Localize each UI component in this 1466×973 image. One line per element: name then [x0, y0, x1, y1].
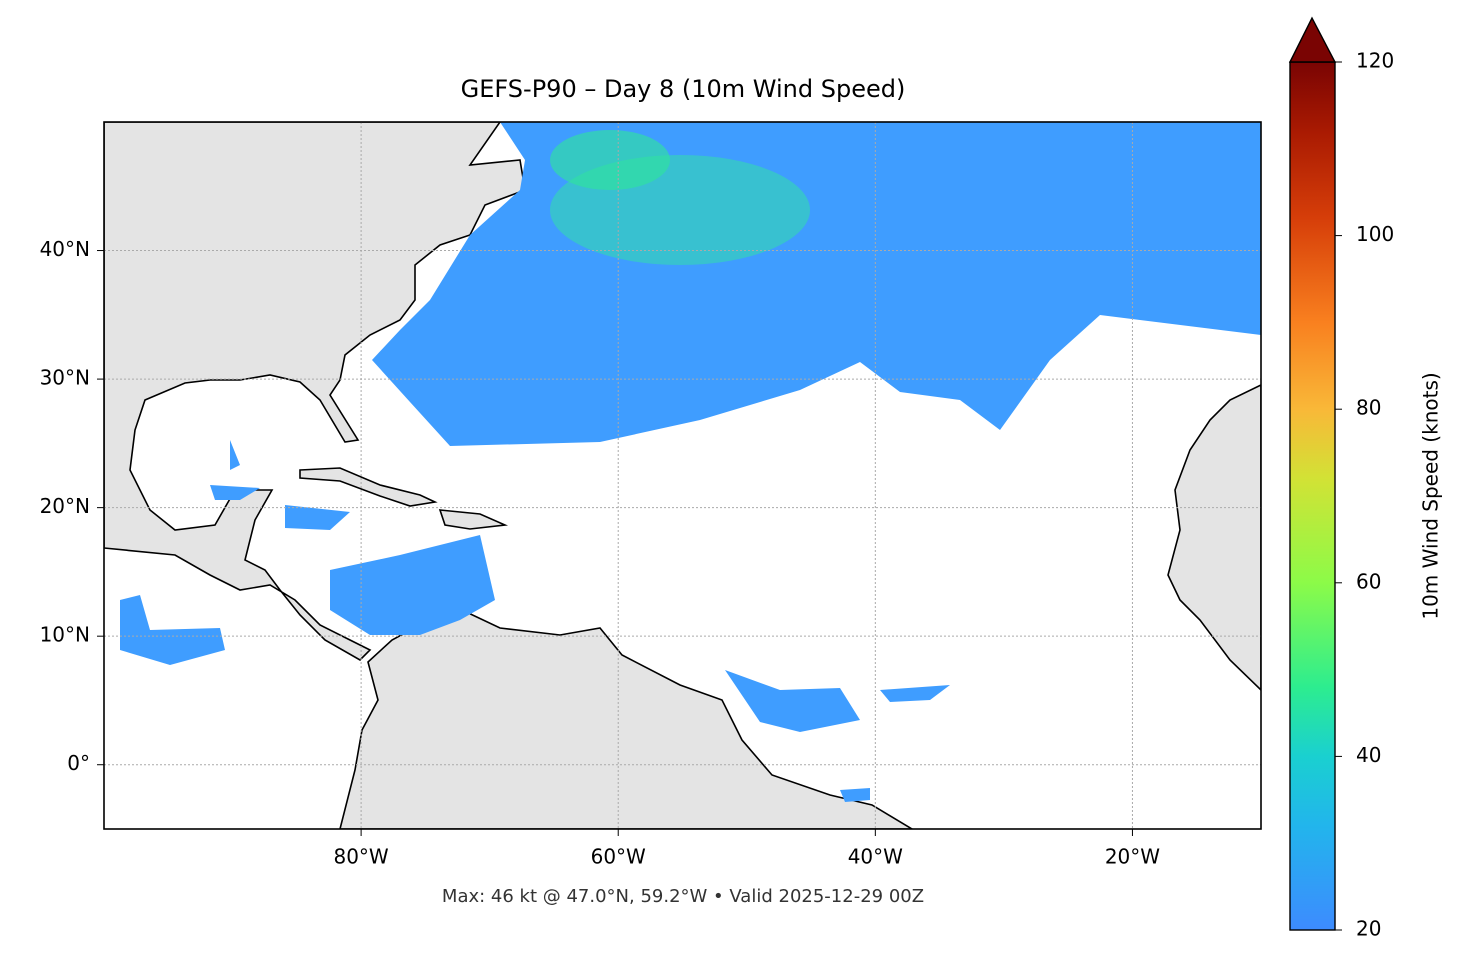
wind-field: [330, 535, 495, 635]
chart-title: GEFS-P90 – Day 8 (10m Wind Speed): [461, 75, 906, 103]
colorbar-tick-label: 20: [1356, 917, 1381, 941]
y-tick-label: 10°N: [40, 623, 90, 647]
x-tick-label: 60°W: [591, 845, 646, 869]
y-tick-label: 30°N: [40, 366, 90, 390]
wind-field: [550, 130, 670, 190]
colorbar: [1289, 61, 1336, 931]
x-tick-label: 80°W: [333, 845, 388, 869]
colorbar-extend: [1288, 16, 1337, 63]
x-tick-label: 20°W: [1105, 845, 1160, 869]
plot-frame: [103, 121, 1262, 830]
land: [339, 609, 914, 829]
colorbar-tick-label: 80: [1356, 396, 1381, 420]
y-tick-label: 40°N: [40, 237, 90, 261]
y-tick-label: 20°N: [40, 494, 90, 518]
land: [1167, 384, 1261, 692]
colorbar-tick-label: 60: [1356, 569, 1381, 593]
grid: [104, 122, 1261, 829]
x-tick-label: 40°W: [848, 845, 903, 869]
land: [104, 122, 526, 661]
colorbar-label: 10m Wind Speed (knots): [1419, 372, 1443, 619]
footnote: Max: 46 kt @ 47.0°N, 59.2°W • Valid 2025…: [442, 886, 924, 907]
land: [299, 467, 509, 530]
colorbar-tick-label: 120: [1356, 49, 1394, 73]
colorbar-tick-label: 100: [1356, 222, 1394, 246]
map: [104, 122, 1261, 829]
colorbar-tick-label: 40: [1356, 743, 1381, 767]
y-tick-label: 0°: [67, 751, 90, 775]
